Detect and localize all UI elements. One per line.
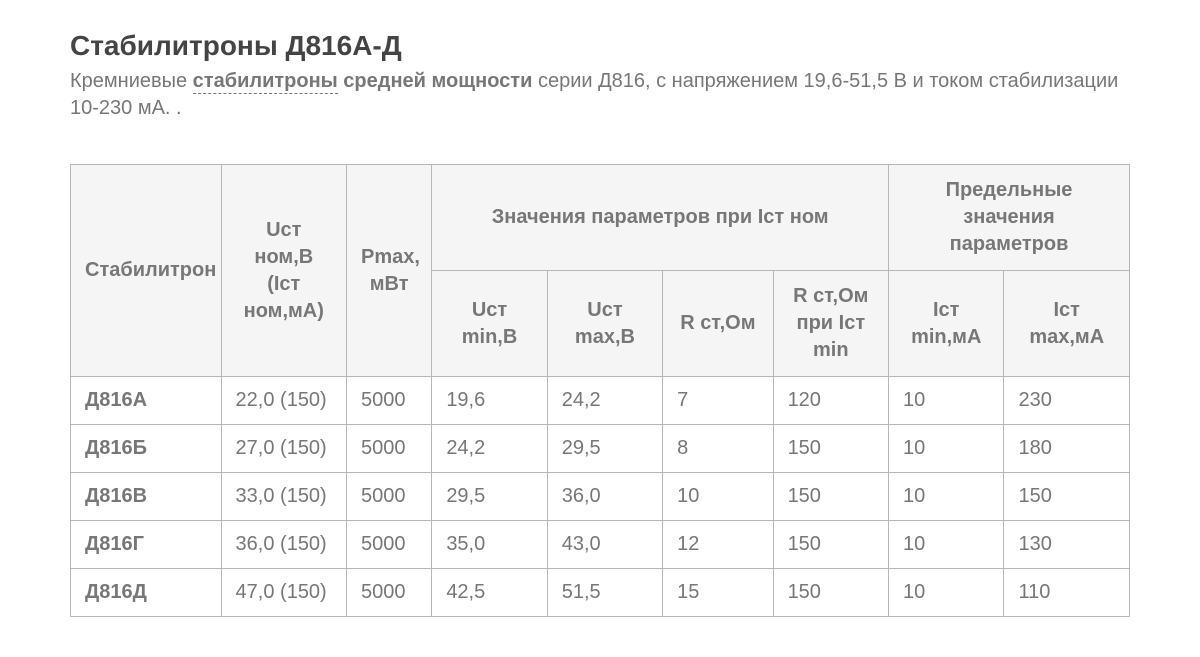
cell-ist-min: 10: [889, 425, 1004, 473]
cell-rst: 7: [663, 377, 773, 425]
col-header-name: Стабилитрон: [71, 165, 222, 377]
cell-ist-min: 10: [889, 377, 1004, 425]
intro-link-stabilitrony[interactable]: стабилитроны: [193, 70, 338, 94]
cell-name: Д816Г: [71, 521, 222, 569]
cell-name: Д816Б: [71, 425, 222, 473]
cell-ust-max: 51,5: [547, 569, 662, 617]
cell-ust-min: 19,6: [432, 377, 547, 425]
cell-ust-nom: 27,0 (150): [221, 425, 346, 473]
page-title: Стабилитроны Д816А-Д: [70, 30, 1130, 62]
col-group-limits: Предельные значения параметров: [889, 165, 1130, 271]
cell-ust-nom: 33,0 (150): [221, 473, 346, 521]
cell-ist-max: 110: [1004, 569, 1130, 617]
col-header-ust-nom: Uст ном,В (Iст ном,мА): [221, 165, 346, 377]
intro-paragraph: Кремниевые стабилитроны средней мощности…: [70, 68, 1130, 122]
cell-rst: 15: [663, 569, 773, 617]
cell-ist-min: 10: [889, 521, 1004, 569]
cell-rst: 12: [663, 521, 773, 569]
cell-rst-min: 150: [773, 569, 888, 617]
cell-rst: 8: [663, 425, 773, 473]
col-header-ust-max: Uст max,В: [547, 271, 662, 377]
page: Стабилитроны Д816А-Д Кремниевые стабилит…: [0, 0, 1200, 657]
col-header-pmax: Pmax, мВт: [347, 165, 432, 377]
cell-pmax: 5000: [347, 569, 432, 617]
spec-table: Стабилитрон Uст ном,В (Iст ном,мА) Pmax,…: [70, 164, 1130, 617]
cell-name: Д816А: [71, 377, 222, 425]
cell-rst: 10: [663, 473, 773, 521]
col-group-params: Значения параметров при Iст ном: [432, 165, 889, 271]
cell-pmax: 5000: [347, 473, 432, 521]
cell-rst-min: 120: [773, 377, 888, 425]
header-row-1: Стабилитрон Uст ном,В (Iст ном,мА) Pmax,…: [71, 165, 1130, 271]
cell-ust-nom: 47,0 (150): [221, 569, 346, 617]
cell-rst-min: 150: [773, 521, 888, 569]
cell-ist-max: 130: [1004, 521, 1130, 569]
table-row: Д816В33,0 (150)500029,536,01015010150: [71, 473, 1130, 521]
cell-ust-max: 29,5: [547, 425, 662, 473]
cell-ust-nom: 22,0 (150): [221, 377, 346, 425]
cell-pmax: 5000: [347, 425, 432, 473]
cell-pmax: 5000: [347, 377, 432, 425]
col-header-ist-min: Iст min,мА: [889, 271, 1004, 377]
col-header-ust-min: Uст min,В: [432, 271, 547, 377]
cell-pmax: 5000: [347, 521, 432, 569]
table-row: Д816Б27,0 (150)500024,229,5815010180: [71, 425, 1130, 473]
col-header-ist-max: Iст max,мА: [1004, 271, 1130, 377]
cell-rst-min: 150: [773, 473, 888, 521]
intro-prefix: Кремниевые: [70, 70, 193, 92]
cell-name: Д816Д: [71, 569, 222, 617]
cell-ist-min: 10: [889, 473, 1004, 521]
cell-ist-max: 230: [1004, 377, 1130, 425]
table-row: Д816А22,0 (150)500019,624,2712010230: [71, 377, 1130, 425]
cell-name: Д816В: [71, 473, 222, 521]
cell-ust-max: 24,2: [547, 377, 662, 425]
cell-ust-max: 43,0: [547, 521, 662, 569]
cell-ust-min: 42,5: [432, 569, 547, 617]
cell-ist-max: 180: [1004, 425, 1130, 473]
intro-bold-middle: средней мощности: [338, 70, 533, 92]
table-row: Д816Г36,0 (150)500035,043,01215010130: [71, 521, 1130, 569]
cell-ust-min: 24,2: [432, 425, 547, 473]
table-head: Стабилитрон Uст ном,В (Iст ном,мА) Pmax,…: [71, 165, 1130, 377]
table-row: Д816Д47,0 (150)500042,551,51515010110: [71, 569, 1130, 617]
cell-ust-min: 29,5: [432, 473, 547, 521]
cell-ust-nom: 36,0 (150): [221, 521, 346, 569]
cell-ust-min: 35,0: [432, 521, 547, 569]
cell-ist-max: 150: [1004, 473, 1130, 521]
table-body: Д816А22,0 (150)500019,624,2712010230Д816…: [71, 377, 1130, 617]
cell-ist-min: 10: [889, 569, 1004, 617]
col-header-rst-min: R ст,Ом при Iст min: [773, 271, 888, 377]
cell-rst-min: 150: [773, 425, 888, 473]
cell-ust-max: 36,0: [547, 473, 662, 521]
col-header-rst: R ст,Ом: [663, 271, 773, 377]
